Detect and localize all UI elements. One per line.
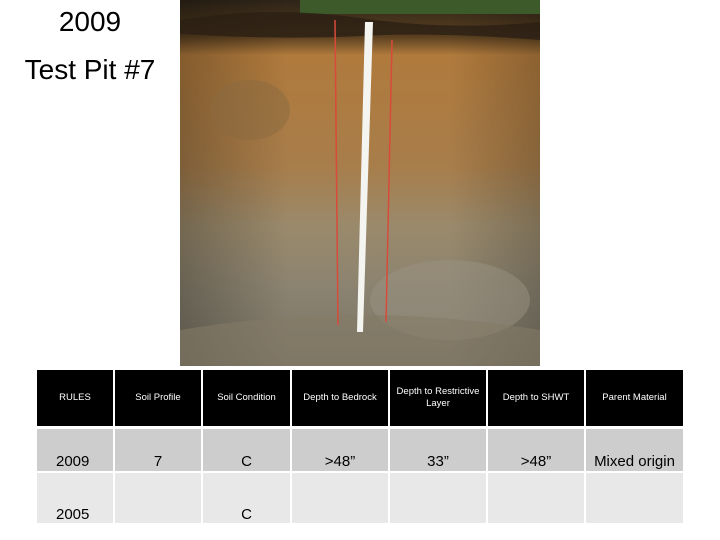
header-cell: Parent Material [586, 370, 683, 426]
table-cell: C [203, 429, 290, 471]
table-cell: 2005 [37, 473, 113, 523]
title-line: Test Pit #7 [24, 54, 156, 85]
table-cell: Mixed origin [586, 429, 683, 471]
table-cell [115, 473, 201, 523]
header-cell: Soil Condition [203, 370, 290, 426]
table-cell: >48” [488, 429, 584, 471]
soil-photo [180, 0, 540, 366]
header-cell: Depth to SHWT [488, 370, 584, 426]
header-cell: Depth to Bedrock [292, 370, 388, 426]
table-cell [292, 473, 388, 523]
table-cell: >48” [292, 429, 388, 471]
table-cell: 7 [115, 429, 201, 471]
table-cell [586, 473, 683, 523]
table-cell: C [203, 473, 290, 523]
header-cell: Depth to Restrictive Layer [390, 370, 486, 426]
table-cell [390, 473, 486, 523]
title-line: 2009 [58, 6, 122, 37]
table-cell: 2009 [37, 429, 113, 471]
table-cell [488, 473, 584, 523]
table-cell: 33” [390, 429, 486, 471]
header-cell: Soil Profile [115, 370, 201, 426]
header-cell: RULES [37, 370, 113, 426]
